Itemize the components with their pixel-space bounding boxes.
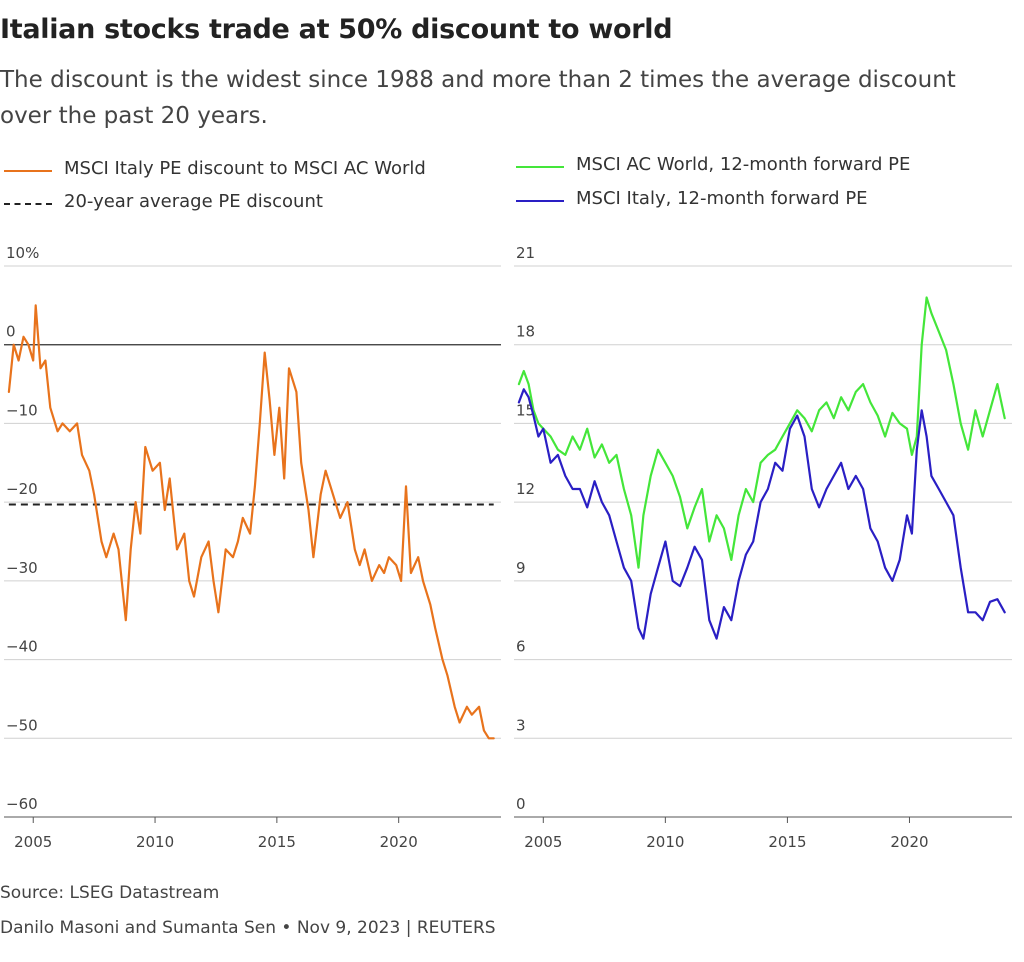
x-tick-label: 2005 — [524, 833, 562, 851]
series-line-msci-ac-world-12-month-forward-pe — [517, 296, 1006, 569]
y-tick-label: 0 — [6, 323, 16, 341]
y-tick-label: −50 — [6, 716, 38, 734]
legend-label-average-discount: 20-year average PE discount — [64, 191, 323, 212]
y-tick-label: 10% — [6, 244, 39, 262]
legend-swatch-average-discount — [4, 203, 52, 205]
y-tick-label: −10 — [6, 401, 38, 419]
x-tick-label: 2020 — [890, 833, 928, 851]
series-line-msci-italy-12-month-forward-pe — [517, 388, 1006, 640]
y-tick-label: −20 — [6, 480, 38, 498]
y-tick-label: 0 — [516, 795, 526, 813]
y-tick-label: 18 — [516, 323, 535, 341]
y-tick-label: 6 — [516, 638, 526, 656]
legend-swatch-italy-pe — [516, 200, 564, 202]
y-tick-label: −60 — [6, 795, 38, 813]
source-note: Source: LSEG Datastream — [0, 883, 220, 903]
x-tick-label: 2020 — [380, 833, 418, 851]
y-tick-label: 9 — [516, 559, 526, 577]
x-tick-label: 2015 — [768, 833, 806, 851]
y-tick-label: 12 — [516, 480, 535, 498]
series-line-msci-italy-pe-discount-to-msci-ac-world — [7, 304, 495, 740]
x-tick-label: 2010 — [136, 833, 174, 851]
page-subtitle: The discount is the widest since 1988 an… — [0, 67, 956, 129]
legend-swatch-italy-discount — [4, 170, 52, 172]
legend-label-world-pe: MSCI AC World, 12-month forward PE — [576, 154, 911, 175]
x-tick-label: 2015 — [258, 833, 296, 851]
y-tick-label: −40 — [6, 638, 38, 656]
byline: Danilo Masoni and Sumanta Sen • Nov 9, 2… — [0, 918, 496, 938]
charts-svg: 10% 0 −10 −20 −30 −40 −50 −60 2005 2010 2015 2020 2… — [4, 244, 1012, 851]
page-title: Italian stocks trade at 50% discount to … — [0, 14, 673, 45]
discount-chart: 10% 0 −10 −20 −30 −40 −50 −60 2005 2010 2015 2020 — [4, 244, 501, 851]
y-tick-label: 21 — [516, 244, 535, 262]
legend-label-italy-discount: MSCI Italy PE discount to MSCI AC World — [64, 158, 426, 179]
x-tick-label: 2005 — [14, 833, 52, 851]
y-tick-label: 3 — [516, 716, 526, 734]
y-tick-label: −30 — [6, 559, 38, 577]
x-tick-label: 2010 — [646, 833, 684, 851]
legend-swatch-world-pe — [516, 166, 564, 168]
legend-label-italy-pe: MSCI Italy, 12-month forward PE — [576, 188, 868, 209]
